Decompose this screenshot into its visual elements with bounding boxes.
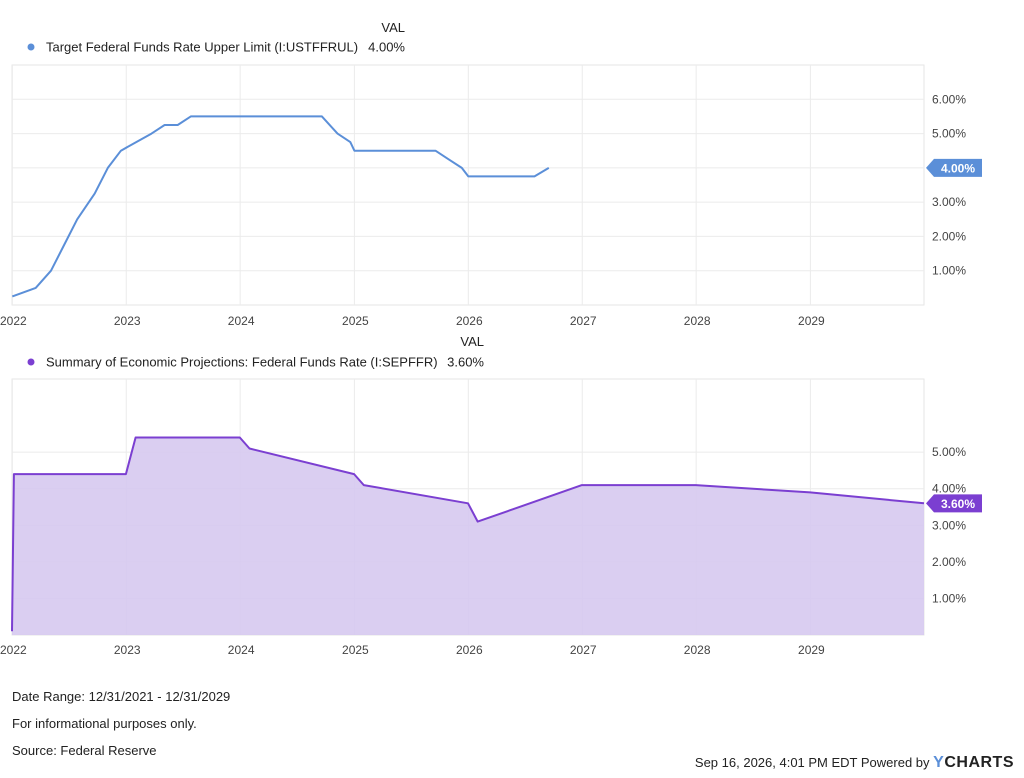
x-tick-label: 2027: [570, 314, 597, 328]
date-range-text: Date Range: 12/31/2021 - 12/31/2029: [12, 689, 231, 704]
latest-value-flag-label: 4.00%: [941, 161, 975, 175]
source-text: Source: Federal Reserve: [12, 743, 157, 758]
latest-value-flag-shape: [926, 158, 982, 177]
ycharts-logo-text: CHARTS: [944, 754, 1014, 771]
y-tick-label: 1.00%: [932, 264, 966, 278]
legend[interactable]: VAL Summary of Economic Projections: Fede…: [27, 334, 485, 370]
x-tick-label: 2027: [570, 643, 597, 657]
x-tick-label: 2022: [0, 643, 27, 657]
y-tick-label: 5.00%: [932, 127, 966, 141]
ycharts-logo[interactable]: YCHARTS: [933, 754, 1014, 771]
chart-panel-2: 1.00% 2.00% 3.00% 4.00% 5.00% 2022 2023 2024 202…: [0, 334, 982, 657]
x-tick-label: 2028: [684, 314, 711, 328]
y-tick-label: 3.00%: [932, 195, 966, 209]
legend-series-name: Target Federal Funds Rate Upper Limit (I…: [46, 40, 358, 55]
legend-header-val: VAL: [460, 334, 484, 349]
y-tick-label: 4.00%: [932, 482, 966, 496]
y-tick-label: 1.00%: [932, 591, 966, 605]
y-tick-label: 5.00%: [932, 445, 966, 459]
x-tick-label: 2023: [114, 314, 141, 328]
x-tick-label: 2029: [798, 314, 825, 328]
legend-header-val: VAL: [381, 20, 405, 35]
legend-series-name: Summary of Economic Projections: Federal…: [46, 355, 438, 370]
latest-value-flag-shape: [926, 494, 982, 513]
x-tick-label: 2024: [228, 643, 255, 657]
timestamp-and-brand: Sep 16, 2026, 4:01 PM EDT Powered by YCH…: [695, 754, 1014, 772]
series-line[interactable]: [11, 115, 550, 298]
x-tick-label: 2026: [456, 643, 483, 657]
legend[interactable]: VAL Target Federal Funds Rate Upper Limit…: [27, 20, 406, 55]
x-tick-label: 2028: [684, 643, 711, 657]
chart-panel-1: 1.00% 2.00% 3.00% 4.00% 5.00% 6.00% 2022 2023 20…: [0, 20, 982, 328]
timestamp-text: Sep 16, 2026, 4:01 PM EDT Powered by: [694, 755, 930, 770]
series-area-fill: [12, 437, 924, 635]
legend-series-value: 3.60%: [447, 355, 484, 370]
x-tick-label: 2024: [228, 314, 255, 328]
y-tick-label: 6.00%: [932, 92, 966, 106]
disclaimer-text: For informational purposes only.: [12, 716, 197, 731]
y-tick-label: 3.00%: [932, 518, 966, 532]
x-tick-label: 2023: [114, 643, 141, 657]
latest-value-flag-label: 3.60%: [941, 497, 975, 511]
x-tick-label: 2022: [0, 314, 27, 328]
series-line[interactable]: [11, 436, 925, 632]
ycharts-logo-y: Y: [933, 754, 945, 771]
x-tick-label: 2025: [342, 643, 369, 657]
legend-marker: [27, 358, 35, 366]
latest-value-flag: 4.00%: [926, 158, 982, 177]
y-tick-label: 2.00%: [932, 229, 966, 243]
x-tick-label: 2029: [798, 643, 825, 657]
y-tick-label: 2.00%: [932, 555, 966, 569]
x-tick-label: 2026: [456, 314, 483, 328]
legend-marker: [27, 43, 35, 51]
legend-series-value: 4.00%: [368, 40, 405, 55]
latest-value-flag: 3.60%: [926, 494, 982, 513]
x-tick-label: 2025: [342, 314, 369, 328]
